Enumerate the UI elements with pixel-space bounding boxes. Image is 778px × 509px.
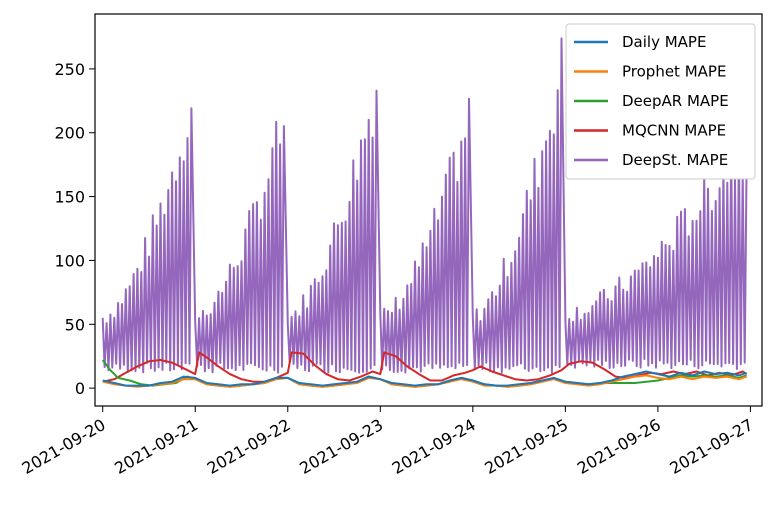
- legend-label-prophet-mape: Prophet MAPE: [622, 63, 726, 81]
- series-layer: [101, 37, 748, 388]
- legend-label-deepst-mape: DeepSt. MAPE: [622, 151, 728, 169]
- y-tick-label-1: 50: [65, 315, 85, 334]
- y-tick-label-3: 150: [54, 188, 85, 207]
- y-tick-label-0: 0: [75, 379, 85, 398]
- y-tick-label-4: 200: [54, 124, 85, 143]
- x-tick-label-2: 2021-09-22: [204, 415, 294, 478]
- x-tick-label-0: 2021-09-20: [19, 415, 109, 478]
- x-tick-label-4: 2021-09-24: [389, 415, 479, 478]
- series-line-prophet-mape: [102, 374, 747, 388]
- axes-frame: [94, 13, 763, 407]
- x-axis: 2021-09-20 2021-09-21 2021-09-22 2021-09-23…: [19, 406, 756, 478]
- y-tick-label-5: 250: [54, 60, 85, 79]
- x-tick-label-5: 2021-09-25: [481, 415, 571, 478]
- series-line-deepst-mape: [101, 37, 748, 374]
- x-tick-label-6: 2021-09-26: [574, 415, 664, 478]
- legend-label-deepar-mape: DeepAR MAPE: [622, 92, 729, 110]
- series-line-daily-mape: [102, 370, 747, 387]
- legend: Daily MAPE Prophet MAPE DeepAR MAPE MQCNN M…: [565, 23, 756, 180]
- y-axis: 0 50 100 150 200 250: [54, 60, 95, 398]
- legend-box: [565, 23, 756, 180]
- x-tick-label-3: 2021-09-23: [296, 415, 386, 478]
- x-tick-label-7: 2021-09-27: [666, 415, 756, 478]
- legend-label-daily-mape: Daily MAPE: [622, 33, 706, 51]
- y-tick-label-2: 100: [54, 251, 85, 270]
- x-tick-label-1: 2021-09-21: [111, 415, 201, 478]
- legend-label-mqcnn-mape: MQCNN MAPE: [622, 122, 726, 140]
